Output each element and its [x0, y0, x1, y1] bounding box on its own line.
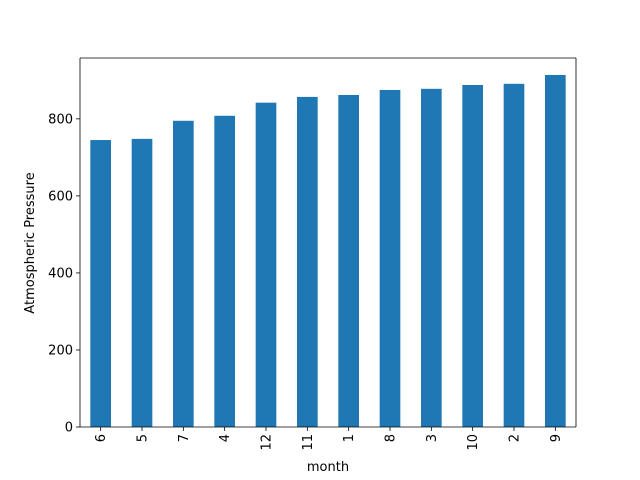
x-tick-label: 3 [425, 434, 440, 442]
x-axis-label: month [307, 460, 349, 475]
y-tick-label: 800 [48, 112, 73, 127]
bar [255, 102, 277, 427]
x-tick-label: 12 [260, 434, 275, 451]
bar [545, 74, 566, 427]
bar [131, 138, 153, 427]
x-tick-label: 5 [136, 434, 151, 442]
x-tick-label: 4 [218, 434, 233, 442]
x-tick-label: 1 [342, 434, 357, 442]
x-tick-label: 10 [466, 434, 481, 451]
x-tick-label: 7 [177, 434, 192, 442]
x-tick-label: 11 [301, 434, 316, 451]
x-tick-label: 6 [94, 434, 109, 442]
bar [379, 89, 401, 427]
bar [462, 84, 483, 427]
bar [173, 120, 194, 427]
x-tick-label: 9 [549, 434, 564, 442]
y-tick-label: 0 [65, 421, 73, 436]
bar [338, 94, 359, 427]
bar [297, 96, 318, 427]
y-tick-label: 400 [48, 266, 73, 281]
bar [90, 140, 111, 428]
x-tick-label: 2 [508, 434, 523, 442]
y-tick-label: 200 [48, 343, 73, 358]
y-tick-label: 600 [48, 189, 73, 204]
bar [503, 83, 525, 428]
bar [421, 88, 442, 427]
y-axis-label: Atmospheric Pressure [23, 172, 38, 313]
bar [214, 115, 235, 428]
x-tick-label: 8 [384, 434, 399, 442]
